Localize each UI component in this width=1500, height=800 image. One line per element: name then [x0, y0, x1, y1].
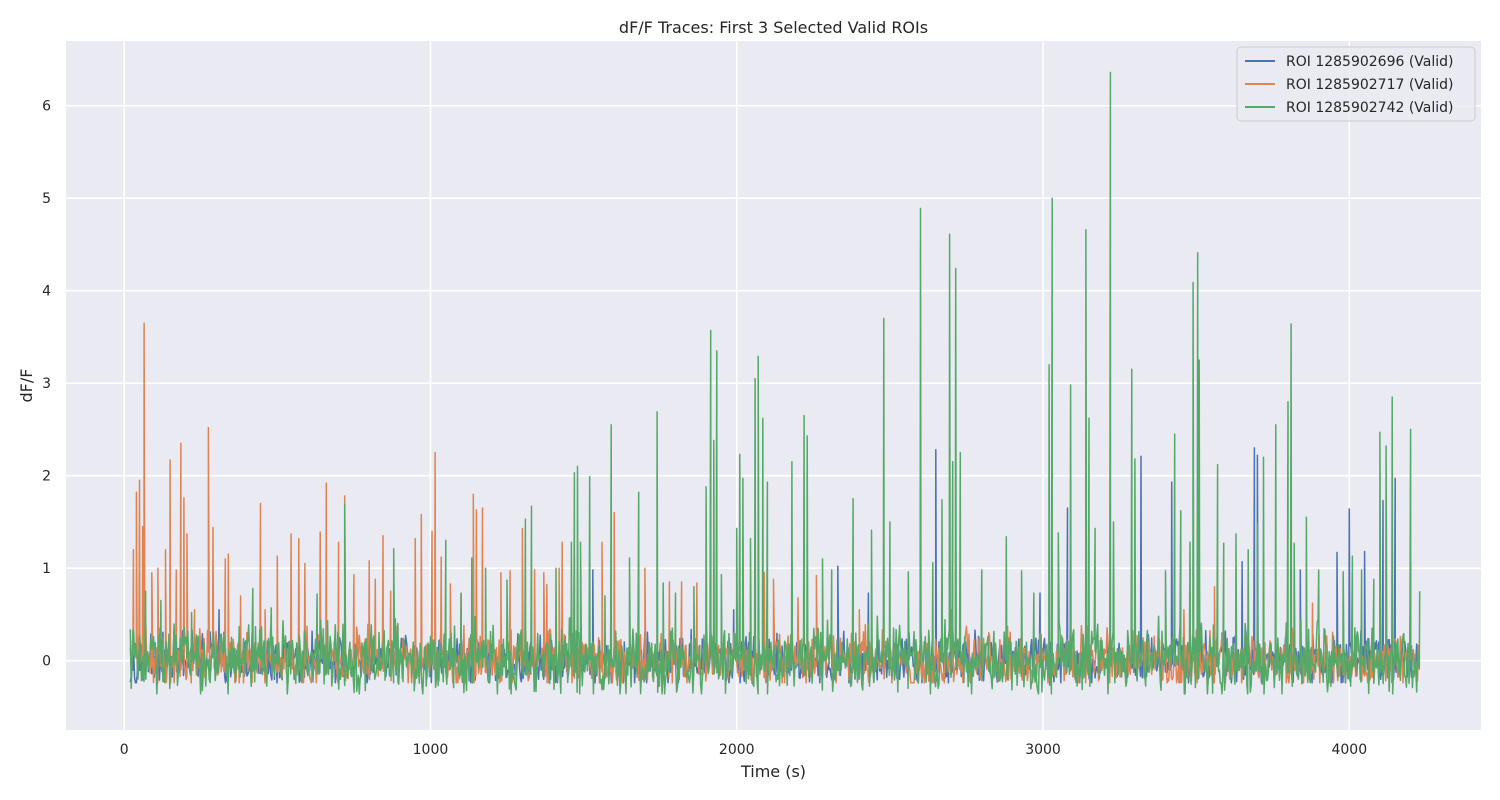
x-tick-label: 3000 — [1025, 742, 1061, 758]
legend: ROI 1285902696 (Valid) ROI 1285902717 (Va… — [1236, 46, 1476, 122]
y-tick-label: 1 — [42, 561, 51, 577]
y-tick-label: 3 — [42, 376, 51, 392]
y-tick-label: 6 — [42, 99, 51, 115]
legend-label: ROI 1285902742 (Valid) — [1286, 100, 1454, 116]
x-tick-label: 2000 — [719, 742, 755, 758]
y-tick-label: 2 — [42, 469, 51, 485]
chart-title: dF/F Traces: First 3 Selected Valid ROIs — [619, 18, 928, 37]
legend-label: ROI 1285902696 (Valid) — [1286, 54, 1454, 70]
y-tick-label: 5 — [42, 191, 51, 207]
legend-label: ROI 1285902717 (Valid) — [1286, 77, 1454, 93]
y-axis-ticks: 0 1 2 3 4 5 6 — [42, 99, 51, 670]
y-axis-title: dF/F — [17, 369, 36, 403]
y-tick-label: 0 — [42, 654, 51, 670]
x-axis-ticks: 0 1000 2000 3000 4000 — [120, 742, 1367, 758]
series-layer — [129, 71, 1421, 695]
x-tick-label: 1000 — [413, 742, 449, 758]
grid-lines — [66, 41, 1481, 730]
x-axis-title: Time (s) — [740, 762, 806, 781]
x-tick-label: 4000 — [1331, 742, 1367, 758]
y-tick-label: 4 — [42, 284, 51, 300]
legend-box — [1236, 46, 1476, 122]
series-line-3 — [129, 71, 1421, 695]
x-tick-label: 0 — [120, 742, 129, 758]
